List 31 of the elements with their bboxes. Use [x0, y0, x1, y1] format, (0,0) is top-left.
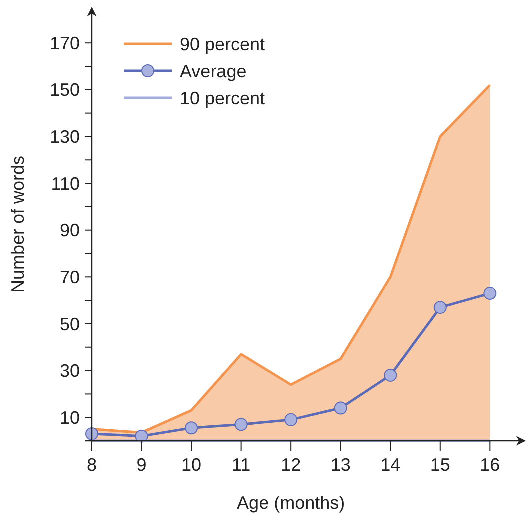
x-axis-title: Age (months) — [237, 493, 346, 513]
y-tick-label: 110 — [51, 174, 80, 194]
y-tick-label: 130 — [50, 127, 80, 148]
x-tick-label: 16 — [480, 455, 500, 475]
point — [484, 287, 497, 300]
y-tick-label: 70 — [60, 267, 80, 288]
point — [185, 422, 198, 435]
x-tick-label: 10 — [182, 455, 202, 475]
point — [284, 413, 298, 426]
x-tick-label: 8 — [86, 455, 98, 475]
legend-label: 90 percent — [180, 34, 266, 54]
y-axis-title: Number of words — [8, 156, 28, 294]
y-tick-label: 90 — [60, 220, 80, 241]
x-tick-label: 9 — [136, 455, 147, 475]
x-tick-label: 15 — [430, 455, 450, 475]
point — [384, 368, 398, 382]
x-tick-label: 14 — [380, 455, 401, 475]
point — [86, 427, 98, 440]
x-tick-label: 12 — [281, 455, 302, 475]
y-tick-label: 150 — [50, 80, 80, 100]
x-tick-label: 13 — [330, 455, 351, 475]
y-tick-label: 50 — [60, 314, 80, 334]
point — [234, 418, 248, 432]
y-tick-label: 170 — [50, 33, 80, 54]
y-tick-label: 30 — [60, 361, 80, 382]
legend-label: 10 percent — [180, 88, 266, 108]
x-tick-label: 11 — [232, 455, 251, 475]
y-tick-label: 10 — [60, 408, 80, 428]
point — [434, 301, 447, 314]
legend-label: Average — [180, 61, 247, 82]
point — [334, 402, 348, 415]
